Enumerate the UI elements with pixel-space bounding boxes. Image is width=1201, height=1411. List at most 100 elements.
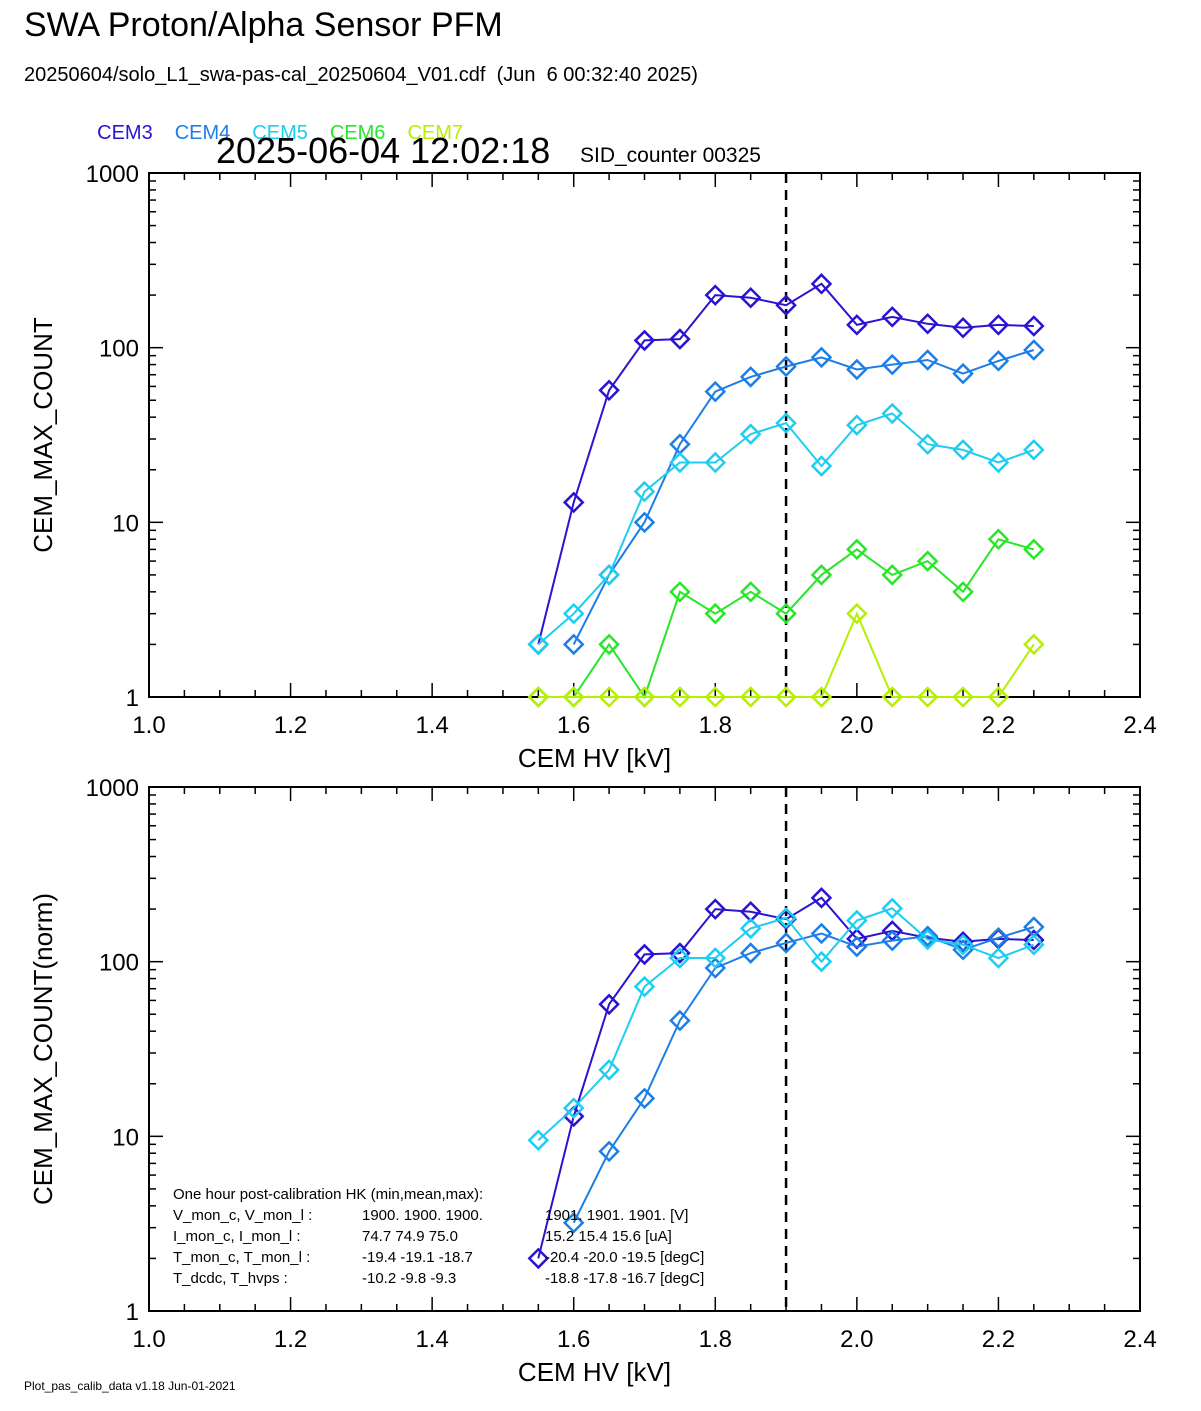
data-point bbox=[881, 402, 904, 425]
x-tick-label: 1.8 bbox=[699, 1326, 732, 1353]
data-point bbox=[916, 313, 939, 335]
hk-title: One hour post-calibration HK (min,mean,m… bbox=[173, 1186, 483, 1203]
data-point bbox=[810, 922, 833, 945]
data-point bbox=[704, 602, 727, 625]
data-point bbox=[739, 686, 762, 708]
y-tick-label: 100 bbox=[99, 950, 139, 977]
data-point bbox=[1023, 315, 1045, 337]
data-point bbox=[810, 686, 833, 708]
data-point bbox=[633, 943, 656, 966]
chart-panel-2: 1.0 1.2 1.4 1.6 1.8 2.0 2.2 2.4 1 10 100 1000 CEM HV… bbox=[28, 775, 1157, 1387]
data-point bbox=[952, 933, 974, 956]
series-line bbox=[537, 907, 1035, 1141]
sid-counter: SID_counter 00325 bbox=[580, 144, 761, 167]
data-point bbox=[669, 686, 691, 708]
data-point bbox=[846, 414, 868, 436]
data-point bbox=[633, 975, 656, 998]
data-point bbox=[1023, 538, 1045, 561]
data-point bbox=[669, 942, 691, 964]
data-point bbox=[916, 433, 939, 455]
y-axis-label: CEM_MAX_COUNT bbox=[28, 317, 58, 553]
data-point bbox=[598, 633, 620, 656]
page-title: SWA Proton/Alpha Sensor PFM bbox=[24, 6, 503, 44]
legend-entry-cem4: CEM4 bbox=[174, 122, 231, 144]
data-point bbox=[846, 909, 868, 932]
data-point bbox=[704, 898, 727, 920]
data-point bbox=[987, 927, 1010, 949]
hk-row-c-values: 74.7 74.9 75.0 bbox=[362, 1228, 458, 1245]
data-point bbox=[916, 686, 939, 708]
data-point bbox=[633, 511, 656, 534]
data-point bbox=[704, 957, 727, 979]
y-tick-label: 1 bbox=[126, 1299, 139, 1326]
data-point bbox=[881, 306, 904, 328]
x-tick-label: 2.0 bbox=[840, 712, 873, 739]
x-tick-label: 2.4 bbox=[1123, 712, 1156, 739]
y-tick-label: 100 bbox=[99, 336, 139, 363]
data-point bbox=[846, 358, 868, 381]
data-point bbox=[810, 564, 833, 586]
data-point bbox=[598, 1140, 620, 1163]
data-point bbox=[562, 602, 585, 625]
chart-panel-1: 1.0 1.2 1.4 1.6 1.8 2.0 2.2 2.4 1 10 100 1000 CEM HV… bbox=[28, 161, 1157, 773]
x-tick-label: 2.2 bbox=[982, 1326, 1015, 1353]
data-point bbox=[633, 329, 656, 352]
hk-row-label: V_mon_c, V_mon_l : bbox=[173, 1207, 312, 1224]
x-tick-label: 1.4 bbox=[415, 712, 448, 739]
data-point bbox=[881, 929, 904, 952]
data-point bbox=[527, 686, 550, 708]
series-line bbox=[537, 412, 1035, 646]
data-point bbox=[598, 379, 620, 402]
file-info: 20250604/solo_L1_swa-pas-cal_20250604_V0… bbox=[24, 64, 698, 86]
data-point bbox=[916, 550, 939, 572]
data-point bbox=[810, 887, 833, 909]
data-point bbox=[916, 349, 939, 371]
data-point bbox=[527, 1247, 550, 1270]
x-tick-label: 1.2 bbox=[274, 712, 307, 739]
series-cem7 bbox=[527, 602, 1045, 708]
y-tick-label: 1000 bbox=[86, 161, 139, 188]
x-axis-label: CEM HV [kV] bbox=[518, 743, 671, 773]
data-point bbox=[562, 686, 585, 708]
data-point bbox=[987, 314, 1010, 336]
data-point bbox=[846, 935, 868, 958]
data-point bbox=[527, 633, 550, 656]
hk-row-c-values: 1900. 1900. 1900. bbox=[362, 1207, 483, 1224]
legend-entry-cem5: CEM5 bbox=[252, 122, 308, 144]
series-line bbox=[572, 926, 1035, 1224]
data-point bbox=[775, 412, 797, 434]
data-point bbox=[810, 346, 833, 369]
data-point bbox=[952, 362, 974, 385]
timestamp: 2025-06-04 12:02:18 bbox=[216, 130, 551, 171]
data-point bbox=[633, 686, 656, 708]
legend-entry-cem3: CEM3 bbox=[97, 122, 153, 144]
data-point bbox=[704, 380, 727, 403]
x-tick-label: 2.2 bbox=[982, 712, 1015, 739]
x-tick-label: 2.0 bbox=[840, 1326, 873, 1353]
data-point bbox=[775, 602, 797, 625]
x-tick-label: 2.4 bbox=[1123, 1326, 1156, 1353]
data-point bbox=[598, 993, 620, 1016]
data-point bbox=[598, 564, 620, 586]
data-point bbox=[669, 947, 691, 969]
data-point bbox=[598, 1059, 620, 1081]
data-point bbox=[775, 932, 797, 954]
data-point bbox=[810, 273, 833, 295]
data-point bbox=[775, 686, 797, 708]
data-point bbox=[846, 602, 868, 625]
series-line bbox=[538, 538, 1035, 700]
hk-row-l-values: 15.2 15.4 15.6 [uA] bbox=[545, 1228, 672, 1245]
data-point bbox=[1023, 929, 1045, 951]
data-point bbox=[881, 353, 904, 376]
data-point bbox=[846, 538, 868, 561]
series-line bbox=[538, 611, 1035, 698]
data-point bbox=[669, 328, 691, 350]
data-point bbox=[952, 581, 974, 603]
hk-row-c-values: -19.4 -19.1 -18.7 bbox=[362, 1249, 473, 1266]
data-point bbox=[987, 686, 1010, 708]
data-point bbox=[775, 294, 797, 316]
x-tick-label: 1.6 bbox=[557, 1326, 590, 1353]
legend-entry-cem6: CEM6 bbox=[329, 122, 386, 144]
data-point bbox=[633, 1087, 656, 1110]
data-point bbox=[846, 314, 868, 336]
